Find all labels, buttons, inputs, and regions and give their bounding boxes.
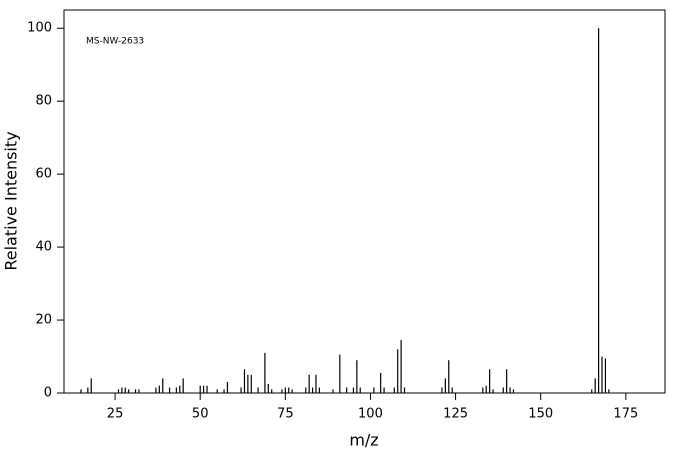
y-tick-label: 80	[35, 94, 52, 109]
x-tick-label: 50	[192, 407, 209, 422]
x-tick-label: 75	[277, 407, 294, 422]
annotation: MS-NW-2633	[86, 37, 144, 47]
x-tick-label: 150	[528, 407, 553, 422]
x-tick-label: 25	[107, 407, 124, 422]
x-tick-label: 100	[358, 407, 383, 422]
y-tick-label: 0	[44, 386, 52, 401]
y-tick-label: 60	[35, 167, 52, 182]
y-tick-label: 100	[27, 21, 52, 36]
y-tick-label: 40	[35, 240, 52, 255]
x-axis-label: m/z	[349, 431, 378, 450]
x-tick-label: 175	[613, 407, 638, 422]
x-tick-label: 125	[443, 407, 468, 422]
y-tick-label: 20	[35, 313, 52, 328]
plot-frame	[63, 9, 666, 394]
y-axis-label: Relative Intensity	[2, 131, 21, 270]
